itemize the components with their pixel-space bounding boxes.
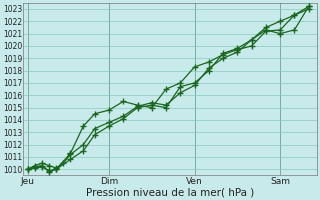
X-axis label: Pression niveau de la mer( hPa ): Pression niveau de la mer( hPa )	[86, 187, 254, 197]
